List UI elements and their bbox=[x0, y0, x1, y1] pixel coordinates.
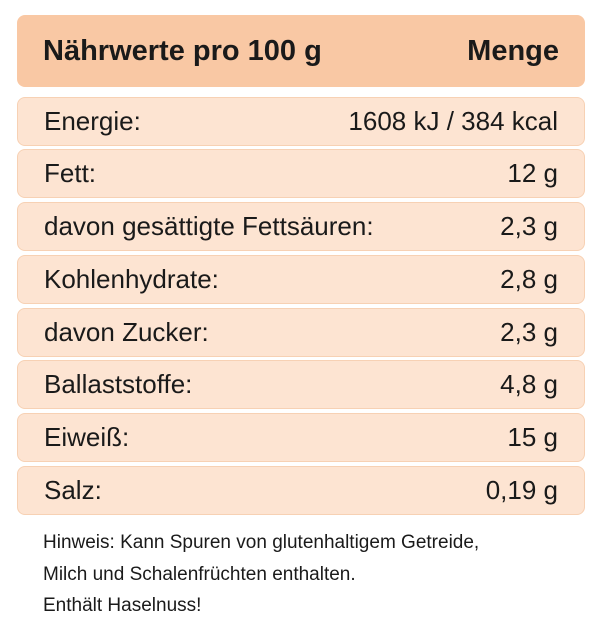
note: Hinweis: Kann Spuren von glutenhaltigem … bbox=[43, 527, 479, 622]
nutrient-label: davon gesättigte Fettsäuren: bbox=[44, 211, 374, 241]
nutrient-label: Salz: bbox=[44, 475, 102, 505]
table-row: Energie: 1608 kJ / 384 kcal bbox=[17, 97, 585, 146]
nutrient-value: 2,3 g bbox=[500, 317, 558, 347]
table-row: Ballaststoffe: 4,8 g bbox=[17, 360, 585, 409]
nutrient-value: 1608 kJ / 384 kcal bbox=[348, 106, 558, 136]
nutrient-label: Fett: bbox=[44, 158, 97, 188]
nutrient-value: 4,8 g bbox=[500, 369, 558, 399]
header-amount: Menge bbox=[467, 34, 559, 67]
nutrient-label: Energie: bbox=[44, 106, 141, 136]
nutrient-label: Eiweiß: bbox=[44, 422, 130, 452]
table-row: Eiweiß: 15 g bbox=[17, 413, 585, 462]
nutrient-value: 0,19 g bbox=[485, 475, 558, 505]
nutrient-label: davon Zucker: bbox=[44, 317, 209, 347]
table-row: davon gesättigte Fettsäuren: 2,3 g bbox=[17, 202, 585, 251]
nutrient-value: 12 g bbox=[507, 158, 558, 188]
table-header: Nährwerte pro 100 g Menge bbox=[17, 15, 585, 87]
nutrient-value: 15 g bbox=[507, 422, 558, 452]
table-row: davon Zucker: 2,3 g bbox=[17, 308, 585, 357]
nutrient-label: Kohlenhydrate: bbox=[44, 264, 219, 294]
table-row: Kohlenhydrate: 2,8 g bbox=[17, 255, 585, 304]
nutrient-value: 2,3 g bbox=[500, 211, 558, 241]
note-line: Enthält Haselnuss! bbox=[43, 595, 202, 616]
note-line: Milch und Schalenfrüchten enthalten. bbox=[43, 563, 356, 585]
table-row: Fett: 12 g bbox=[17, 149, 585, 198]
header-title: Nährwerte pro 100 g bbox=[43, 34, 322, 67]
note-line: Hinweis: Kann Spuren von glutenhaltigem … bbox=[43, 532, 480, 553]
nutrient-label: Ballaststoffe: bbox=[44, 369, 193, 399]
table-row: Salz: 0,19 g bbox=[17, 466, 585, 515]
nutrient-value: 2,8 g bbox=[500, 264, 558, 294]
